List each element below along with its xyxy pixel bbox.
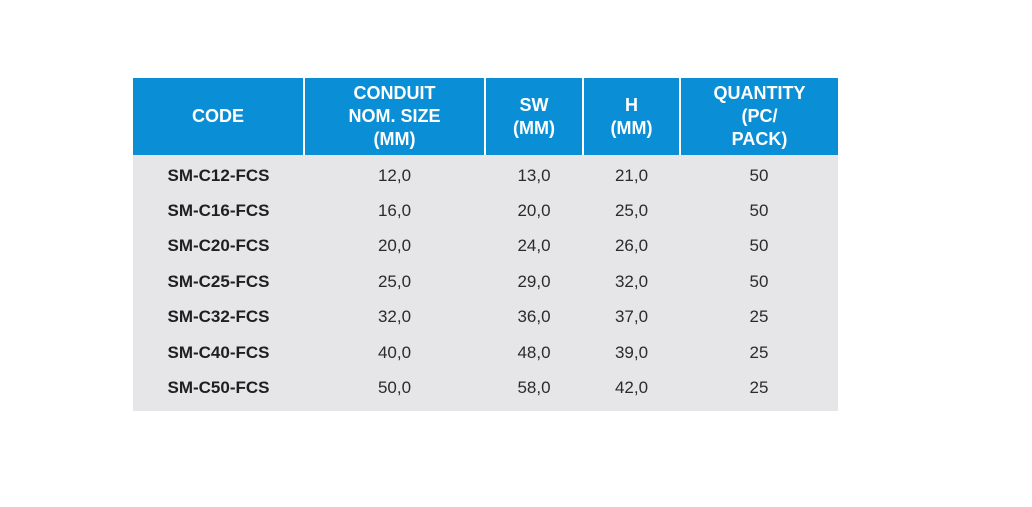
cell-quantity: 50 [680, 155, 838, 194]
table-header: CODE CONDUIT NOM. SIZE (MM) SW (MM) H (M… [133, 78, 838, 155]
table-row: SM-C25-FCS 25,0 29,0 32,0 50 [133, 264, 838, 300]
cell-quantity: 50 [680, 264, 838, 300]
cell-conduit-size: 12,0 [304, 155, 485, 194]
cell-sw: 58,0 [485, 370, 583, 411]
cell-conduit-size: 50,0 [304, 370, 485, 411]
cell-sw: 29,0 [485, 264, 583, 300]
table-row: SM-C12-FCS 12,0 13,0 21,0 50 [133, 155, 838, 194]
product-spec-table: CODE CONDUIT NOM. SIZE (MM) SW (MM) H (M… [133, 78, 838, 411]
cell-sw: 13,0 [485, 155, 583, 194]
table-row: SM-C20-FCS 20,0 24,0 26,0 50 [133, 228, 838, 265]
cell-quantity: 25 [680, 334, 838, 371]
cell-code: SM-C25-FCS [133, 264, 304, 300]
cell-quantity: 50 [680, 228, 838, 265]
cell-h: 26,0 [583, 228, 680, 265]
cell-h: 42,0 [583, 370, 680, 411]
cell-code: SM-C50-FCS [133, 370, 304, 411]
header-sw: SW (MM) [484, 78, 583, 155]
header-row: CODE CONDUIT NOM. SIZE (MM) SW (MM) H (M… [133, 78, 838, 155]
cell-code: SM-C20-FCS [133, 228, 304, 265]
table-row: SM-C16-FCS 16,0 20,0 25,0 50 [133, 193, 838, 229]
cell-conduit-size: 32,0 [304, 299, 485, 335]
header-conduit-nom-size: CONDUIT NOM. SIZE (MM) [303, 78, 485, 155]
cell-sw: 20,0 [485, 193, 583, 229]
cell-code: SM-C32-FCS [133, 299, 304, 335]
cell-sw: 48,0 [485, 334, 583, 371]
cell-quantity: 25 [680, 370, 838, 411]
header-quantity: QUANTITY (PC/ PACK) [679, 78, 838, 155]
table-body: SM-C12-FCS 12,0 13,0 21,0 50 SM-C16-FCS … [133, 155, 838, 411]
cell-h: 39,0 [583, 334, 680, 371]
cell-conduit-size: 20,0 [304, 228, 485, 265]
cell-h: 21,0 [583, 155, 680, 194]
cell-h: 37,0 [583, 299, 680, 335]
cell-conduit-size: 40,0 [304, 334, 485, 371]
header-code: CODE [133, 78, 304, 155]
cell-code: SM-C12-FCS [133, 155, 304, 194]
table-row: SM-C40-FCS 40,0 48,0 39,0 25 [133, 334, 838, 371]
cell-h: 32,0 [583, 264, 680, 300]
cell-code: SM-C40-FCS [133, 334, 304, 371]
cell-code: SM-C16-FCS [133, 193, 304, 229]
cell-quantity: 50 [680, 193, 838, 229]
cell-h: 25,0 [583, 193, 680, 229]
cell-quantity: 25 [680, 299, 838, 335]
cell-sw: 24,0 [485, 228, 583, 265]
cell-conduit-size: 16,0 [304, 193, 485, 229]
header-h: H (MM) [582, 78, 680, 155]
table-row: SM-C32-FCS 32,0 36,0 37,0 25 [133, 299, 838, 335]
cell-conduit-size: 25,0 [304, 264, 485, 300]
table-row: SM-C50-FCS 50,0 58,0 42,0 25 [133, 370, 838, 411]
cell-sw: 36,0 [485, 299, 583, 335]
